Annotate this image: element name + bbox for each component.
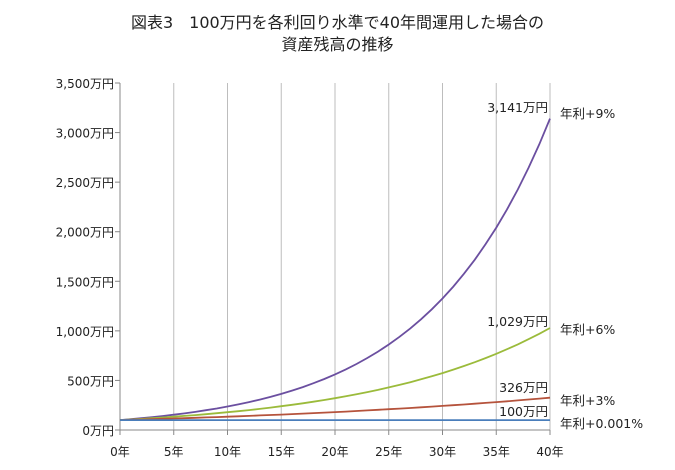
series-name-label: 年利+3% xyxy=(560,393,615,408)
x-tick-label: 15年 xyxy=(268,445,295,459)
x-tick-label: 0年 xyxy=(110,445,130,459)
chart-title-line1: 図表3 100万円を各利回り水準で40年間運用した場合の xyxy=(130,13,545,32)
series-name-label: 年利+9% xyxy=(560,106,615,121)
series-name-label: 年利+0.001% xyxy=(560,416,643,431)
end-value-label: 1,029万円 xyxy=(487,314,548,329)
y-tick-label: 2,500万円 xyxy=(56,176,114,190)
x-tick-label: 5年 xyxy=(164,445,184,459)
end-value-label: 326万円 xyxy=(499,380,548,395)
y-tick-label: 0万円 xyxy=(82,424,114,438)
chart-title-line2: 資産残高の推移 xyxy=(281,35,394,54)
series-line xyxy=(119,118,551,421)
y-tick-label: 2,000万円 xyxy=(56,226,114,240)
x-tick-label: 35年 xyxy=(483,445,510,459)
end-value-label: 100万円 xyxy=(499,404,548,419)
y-tick-label: 500万円 xyxy=(67,374,114,388)
x-tick-label: 20年 xyxy=(321,445,348,459)
x-tick-label: 10年 xyxy=(214,445,241,459)
x-tick-label: 30年 xyxy=(429,445,456,459)
y-tick-label: 3,500万円 xyxy=(56,77,114,91)
y-tick-label: 1,500万円 xyxy=(56,275,114,289)
series-line xyxy=(119,396,551,421)
x-tick-label: 25年 xyxy=(375,445,402,459)
series-line xyxy=(119,327,551,421)
y-tick-label: 3,000万円 xyxy=(56,127,114,141)
x-tick-label: 40年 xyxy=(536,445,563,459)
y-tick-label: 1,000万円 xyxy=(56,325,114,339)
end-value-label: 3,141万円 xyxy=(487,100,548,115)
series-name-label: 年利+6% xyxy=(560,322,615,337)
